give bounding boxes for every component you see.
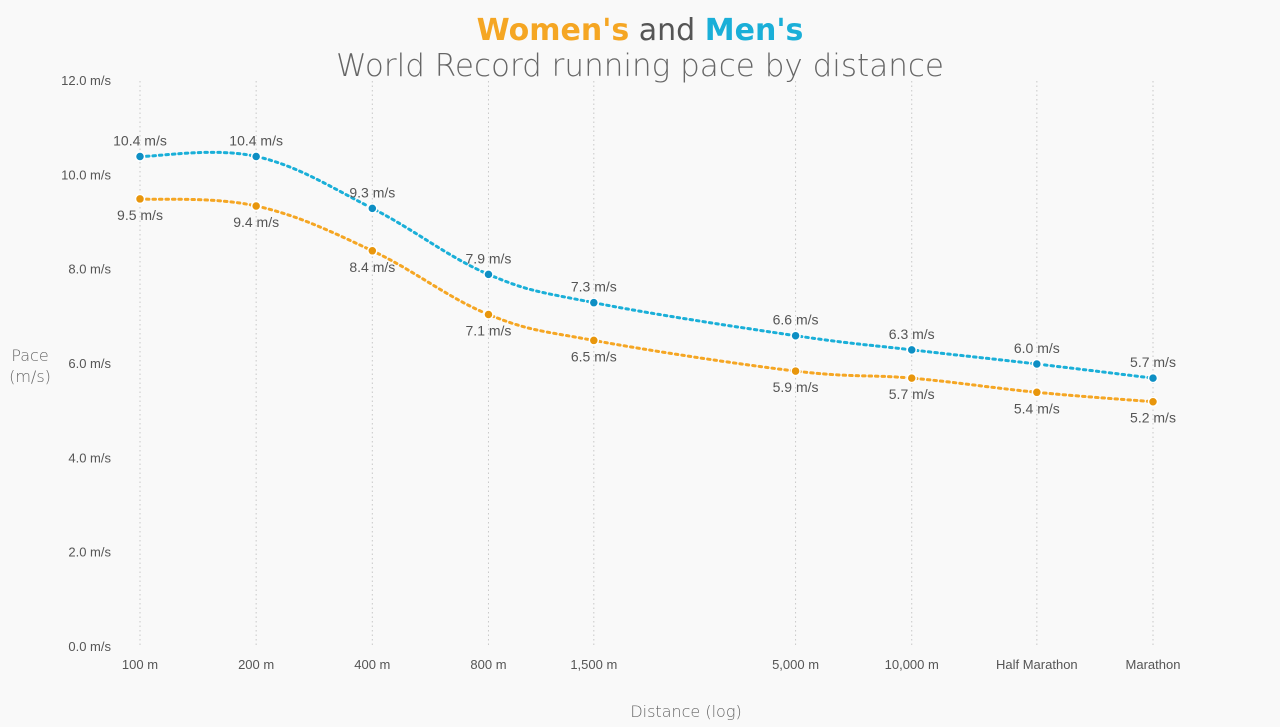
y-tick-label: 2.0 m/s [68, 545, 111, 560]
women-data-label: 5.7 m/s [889, 386, 935, 402]
y-axis: 0.0 m/s 2.0 m/s 4.0 m/s 6.0 m/s 8.0 m/s 10.0 … [61, 73, 111, 654]
men-data-point[interactable] [588, 297, 600, 308]
men-data-label: 6.0 m/s [1014, 340, 1060, 356]
men-data-label: 9.3 m/s [349, 184, 395, 200]
series [134, 150, 1159, 407]
women-data-point[interactable] [367, 245, 378, 257]
men-data-label: 5.7 m/s [1130, 354, 1176, 370]
y-tick-label: 4.0 m/s [68, 450, 111, 465]
men-data-point[interactable] [1147, 372, 1159, 384]
y-axis-title-line-1: Pace [11, 346, 48, 365]
women-data-label: 9.5 m/s [117, 207, 163, 223]
men-data-point[interactable] [250, 151, 262, 162]
women-data-label: 5.4 m/s [1014, 400, 1060, 416]
x-tick-label: 5,000 m [772, 657, 819, 672]
men-data-point[interactable] [134, 151, 146, 162]
x-tick-label: 400 m [354, 657, 390, 672]
women-data-point[interactable] [1147, 396, 1159, 407]
women-data-label: 6.5 m/s [571, 348, 617, 364]
data-labels: 10.4 m/s 10.4 m/s 9.3 m/s 7.9 m/s 7.3 m/s 6.6… [113, 132, 1176, 425]
title-men: Men's [705, 13, 804, 48]
y-tick-label: 0.0 m/s [68, 639, 111, 654]
x-tick-label: 10,000 m [885, 657, 939, 672]
women-data-point[interactable] [906, 372, 917, 384]
y-axis-title: Pace (m/s) [9, 346, 51, 386]
women-data-point[interactable] [250, 200, 262, 212]
men-data-point[interactable] [367, 203, 378, 214]
women-data-point[interactable] [790, 365, 801, 377]
title-women: Women's [477, 13, 630, 48]
y-tick-label: 10.0 m/s [61, 167, 111, 182]
title-line-1: Women's and Men's [477, 13, 804, 48]
men-data-point[interactable] [483, 269, 494, 280]
women-data-label: 8.4 m/s [349, 259, 395, 275]
men-data-point[interactable] [1031, 358, 1043, 370]
y-axis-title-line-2: (m/s) [9, 367, 51, 386]
men-data-label: 6.6 m/s [773, 312, 819, 328]
x-axis: 100 m 200 m 400 m 800 m 1,500 m 5,000 m 10,000… [122, 657, 1181, 672]
women-data-label: 5.9 m/s [773, 379, 819, 395]
men-data-point[interactable] [906, 344, 917, 356]
x-tick-label: Marathon [1126, 657, 1181, 672]
women-series-line [138, 197, 1155, 404]
y-tick-label: 6.0 m/s [68, 356, 111, 371]
x-axis-title: Distance (log) [630, 702, 741, 721]
x-tick-label: 800 m [470, 657, 506, 672]
x-tick-label: 100 m [122, 657, 158, 672]
women-data-point[interactable] [483, 309, 494, 320]
y-tick-label: 12.0 m/s [61, 73, 111, 88]
men-data-label: 10.4 m/s [113, 132, 167, 148]
chart-subtitle: World Record running pace by distance [336, 48, 944, 84]
women-data-label: 5.2 m/s [1130, 410, 1176, 426]
men-data-point[interactable] [790, 330, 801, 341]
men-series-line [138, 150, 1155, 380]
men-data-label: 10.4 m/s [229, 132, 283, 148]
chart-title: Women's and Men's World Record running p… [336, 13, 944, 84]
women-data-label: 7.1 m/s [466, 322, 512, 338]
x-tick-label: Half Marathon [996, 657, 1078, 672]
men-data-label: 6.3 m/s [889, 326, 935, 342]
men-data-label: 7.9 m/s [466, 250, 512, 266]
men-data-label: 7.3 m/s [571, 279, 617, 295]
grid [139, 81, 1154, 647]
women-data-point[interactable] [134, 193, 146, 205]
women-data-point[interactable] [588, 335, 600, 346]
x-tick-label: 1,500 m [570, 657, 617, 672]
title-and: and [639, 13, 695, 48]
x-tick-label: 200 m [238, 657, 274, 672]
women-data-point[interactable] [1031, 387, 1043, 398]
women-data-label: 9.4 m/s [233, 214, 279, 230]
y-tick-label: 8.0 m/s [68, 262, 111, 277]
